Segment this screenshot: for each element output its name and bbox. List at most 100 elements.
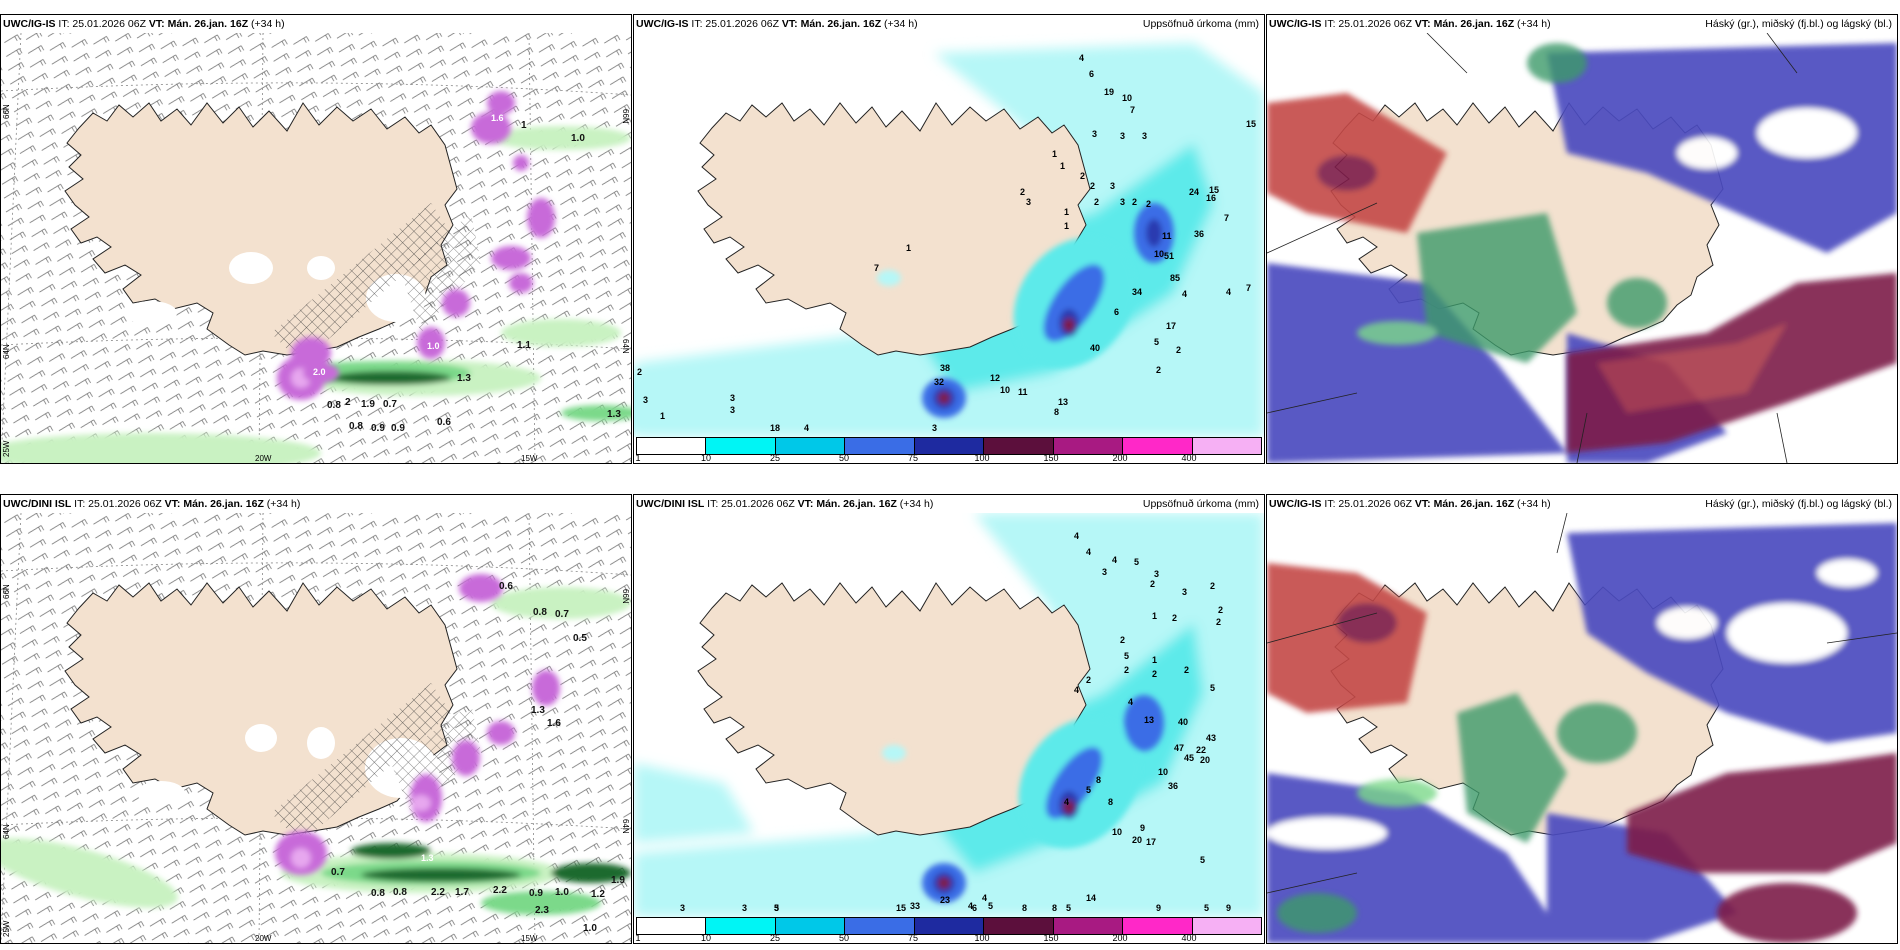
precip-value-label: 20 — [1200, 755, 1210, 765]
lead-time: (+34 h) — [263, 498, 301, 510]
model-name: UWC/IG-IS — [636, 18, 689, 30]
legend-swatch — [775, 918, 846, 934]
legend-tick: 25 — [769, 453, 781, 463]
panel-header: UWC/DINI ISL IT: 25.01.2026 06Z VT: Mán.… — [634, 495, 1264, 513]
value-label: 0.7 — [383, 399, 397, 410]
init-time: IT: 25.01.2026 06Z — [1321, 18, 1415, 30]
precip-value-label: 9 — [1140, 823, 1145, 833]
precip-value-label: 11 — [1162, 231, 1172, 241]
legend-swatch — [706, 438, 776, 454]
model-name: UWC/IG-IS — [1269, 498, 1322, 510]
panel-precip-igis: UWC/IG-IS IT: 25.01.2026 06Z VT: Mán. 26… — [633, 14, 1265, 464]
precip-value-label: 40 — [1090, 343, 1100, 353]
panel-clouds-lower: UWC/IG-IS IT: 25.01.2026 06Z VT: Mán. 26… — [1266, 494, 1898, 944]
valid-time: VT: Mán. 26.jan. 16Z — [164, 498, 264, 510]
value-label: 0.8 — [371, 888, 385, 899]
legend-swatch — [914, 918, 985, 934]
graticule — [1267, 513, 1897, 894]
precip-value-label: 12 — [990, 373, 1000, 383]
value-labels: 0.8 0.7 0.5 0.6 1.3 1.6 0.7 0.8 2.2 1.7 … — [331, 581, 625, 934]
graticule — [1267, 33, 1798, 463]
precip-value-label: 3 — [1120, 197, 1125, 207]
precip-value-label: 2 — [1156, 365, 1161, 375]
legend-swatch — [1192, 918, 1261, 934]
precip-value-label: 2 — [1094, 197, 1099, 207]
legend-tick: 200 — [1112, 453, 1128, 463]
value-label: 0.6 — [499, 581, 513, 592]
legend-tick: 400 — [1181, 933, 1197, 943]
precip-value-label: 32 — [934, 377, 944, 387]
precip-value-label: 3 — [1142, 131, 1147, 141]
value-label: 0.6 — [437, 417, 451, 428]
precip-value-label: 2 — [1020, 187, 1025, 197]
precip-value-label: 1 — [1064, 221, 1069, 231]
precip-value-label: 9 — [1226, 903, 1231, 913]
legend-tick: 10 — [700, 453, 712, 463]
value-label: 1.7 — [455, 887, 469, 898]
precip-value-label: 15 — [896, 903, 906, 913]
precip-value-label: 36 — [1168, 781, 1178, 791]
precip-value-label: 4 — [1064, 797, 1069, 807]
legend-swatch — [845, 438, 915, 454]
precip-value-label: 36 — [1194, 229, 1204, 239]
value-labels: 1.0 1 0.8 2 1.9 0.7 0.6 0.8 0.9 0.9 1.1 … — [313, 113, 621, 434]
value-label: 2 — [345, 397, 351, 408]
field-title: Uppsöfnuð úrkoma (mm) — [1142, 18, 1259, 30]
lat-label: 66N — [621, 109, 630, 124]
model-name: UWC/DINI ISL — [636, 498, 705, 510]
precip-value-label: 4 — [982, 893, 987, 903]
precip-value-label: 5 — [1124, 651, 1129, 661]
precip-value-label: 6 — [1114, 307, 1119, 317]
legend-swatch — [1053, 918, 1124, 934]
precip-value-label: 2 — [1080, 171, 1085, 181]
snow-convection — [277, 91, 555, 400]
precip-value-label: 2 — [1152, 669, 1157, 679]
precip-value-label: 5 — [1154, 337, 1159, 347]
precip-value-label: 2 — [1150, 579, 1155, 589]
precip-value-label: 19 — [1104, 87, 1114, 97]
legend-tick: 25 — [769, 933, 781, 943]
value-label: 2.2 — [493, 885, 507, 896]
precip-cores — [877, 203, 1174, 418]
value-label: 1.0 — [583, 923, 597, 934]
precip-value-label: 2 — [637, 367, 642, 377]
precip-value-label: 5 — [1200, 855, 1205, 865]
legend-bar — [636, 917, 1262, 935]
precip-value-label: 1 — [1060, 161, 1065, 171]
legend-swatch — [637, 438, 707, 454]
lon-label: 15W — [521, 454, 538, 463]
value-label: 1.3 — [421, 853, 434, 863]
precip-value-label: 2 — [1124, 665, 1129, 675]
precip-value-label: 2 — [1216, 617, 1221, 627]
value-label: 0.8 — [393, 887, 407, 898]
lon-label: 25W — [2, 440, 11, 457]
value-label: 2.3 — [535, 905, 549, 916]
valid-time: VT: Mán. 26.jan. 16Z — [1414, 498, 1515, 510]
lead-time: (+34 h) — [1514, 18, 1551, 30]
precip-value-label: 8 — [1096, 775, 1101, 785]
value-label: 1.0 — [571, 133, 585, 144]
precip-value-label: 1 — [1064, 207, 1069, 217]
legend-tick: 100 — [974, 933, 990, 943]
precip-value-label: 3 — [680, 903, 685, 913]
lead-time: (+34 h) — [881, 18, 918, 30]
legend-tick: 50 — [838, 453, 850, 463]
value-label: 0.8 — [327, 400, 341, 411]
precip-value-label: 40 — [1178, 717, 1188, 727]
value-label: 0.8 — [533, 607, 547, 618]
value-label: 2.0 — [313, 367, 326, 377]
precip-value-label: 3 — [1110, 181, 1115, 191]
precip-value-label: 3 — [742, 903, 747, 913]
precip-legend: 1 10 25 50 75 100 150 200 400 — [634, 435, 1264, 463]
legend-swatch — [1123, 438, 1193, 454]
precip-value-label: 2 — [1090, 181, 1095, 191]
precip-value-label: 45 — [1184, 753, 1194, 763]
precip-value-label: 43 — [1206, 733, 1216, 743]
precip-value-label: 5 — [1086, 785, 1091, 795]
precip-value-label: 4 — [1074, 685, 1079, 695]
precip-value-label: 3 — [730, 405, 735, 415]
value-label: 1.6 — [491, 113, 504, 123]
precip-value-label: 2 — [1120, 635, 1125, 645]
